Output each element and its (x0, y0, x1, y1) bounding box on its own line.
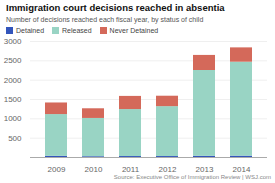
svg-text:2010: 2010 (85, 165, 103, 173)
svg-text:1500: 1500 (4, 95, 22, 104)
html-text:Number of decisions reached ea: Number of decisions reached each fiscal … (6, 16, 204, 23)
svg-text:2012: 2012 (159, 165, 177, 173)
svg-text:2014: 2014 (233, 165, 251, 173)
svg-text:500: 500 (8, 134, 22, 143)
html-text:Immigration court decisions re: Immigration court decisions reached in a… (6, 2, 225, 13)
html-text:Released: Released (62, 27, 92, 34)
html-text:Never Detained: Never Detained (109, 27, 159, 34)
svg-text:2009: 2009 (48, 165, 66, 173)
html-text:Detained: Detained (16, 27, 44, 34)
svg-text:2013: 2013 (196, 165, 214, 173)
svg-text:2000: 2000 (4, 76, 22, 85)
svg-text:1000: 1000 (4, 114, 22, 123)
html-text:Source: Executive Office of Im: Source: Executive Office of Immigration … (113, 174, 271, 180)
svg-text:3000: 3000 (4, 37, 22, 46)
svg-text:2011: 2011 (122, 165, 140, 173)
svg-text:2500: 2500 (4, 56, 22, 65)
